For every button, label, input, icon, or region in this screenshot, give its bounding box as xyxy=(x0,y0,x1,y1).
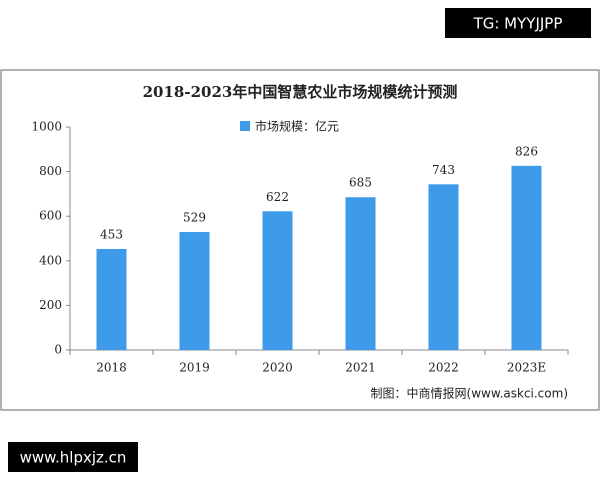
x-tick-label: 2022 xyxy=(428,361,459,375)
bar xyxy=(428,184,459,350)
x-tick-label: 2019 xyxy=(179,361,210,375)
value-label: 826 xyxy=(515,144,538,158)
x-tick-label: 2018 xyxy=(96,361,127,375)
overlay-box xyxy=(445,8,591,38)
bar xyxy=(511,165,542,350)
value-label: 622 xyxy=(266,190,289,204)
value-label: 685 xyxy=(349,176,372,190)
bar xyxy=(345,197,376,350)
chart-title: 2018-2023年中国智慧农业市场规模统计预测 xyxy=(143,83,458,101)
legend-label: 市场规模：亿元 xyxy=(255,119,339,134)
x-tick-label: 2020 xyxy=(262,361,293,375)
y-tick-label: 200 xyxy=(39,298,62,312)
value-label: 453 xyxy=(100,227,123,241)
y-tick-label: 600 xyxy=(39,209,62,223)
legend-swatch xyxy=(240,121,250,131)
x-tick-label: 2021 xyxy=(345,361,376,375)
overlay-box xyxy=(8,442,138,472)
value-label: 529 xyxy=(183,211,206,225)
source: 制图：中商情报网(www.askci.com) xyxy=(371,386,568,401)
bar xyxy=(96,248,127,350)
bar xyxy=(179,232,210,350)
y-tick-label: 0 xyxy=(54,343,62,357)
overlay-text: TG: MYYJJPP xyxy=(473,15,563,33)
bar xyxy=(262,211,293,350)
chart-frame xyxy=(0,69,600,411)
y-tick-label: 400 xyxy=(39,253,62,267)
value-label: 743 xyxy=(432,163,455,177)
y-tick-label: 1000 xyxy=(31,120,62,134)
x-tick-label: 2023E xyxy=(507,361,546,375)
overlay-text: www.hlpxjz.cn xyxy=(20,449,127,467)
y-tick-label: 800 xyxy=(39,164,62,178)
